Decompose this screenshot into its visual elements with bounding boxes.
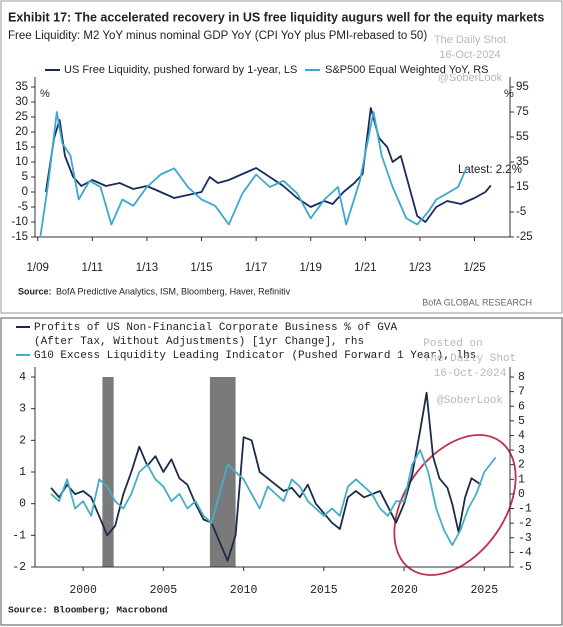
y2-tick-label: 2 bbox=[518, 459, 525, 472]
series-line bbox=[45, 107, 492, 223]
y-tick-label: -15 bbox=[11, 231, 28, 243]
y-tick-label: 3 bbox=[19, 403, 26, 416]
chart-subtitle: Free Liquidity: M2 YoY minus nominal GDP… bbox=[8, 30, 427, 42]
watermark: @SoberLook bbox=[438, 72, 503, 84]
watermark: The Daily Shot bbox=[424, 353, 516, 365]
y2-tick-label: 75 bbox=[516, 106, 529, 118]
x-tick-label: 2000 bbox=[69, 584, 97, 597]
y2-tick-label: -5 bbox=[518, 561, 532, 574]
legend-label: S&P500 Equal Weighted YoY, RS bbox=[325, 64, 489, 76]
y-tick-label: -10 bbox=[11, 216, 28, 228]
source-label: Source: bbox=[18, 286, 52, 296]
legend-label: US Free Liquidity, pushed forward by 1-y… bbox=[64, 64, 297, 76]
x-tick-label: 1/17 bbox=[245, 262, 267, 274]
y-axis-unit: % bbox=[40, 88, 50, 100]
x-tick-label: 1/09 bbox=[27, 262, 49, 274]
y2-tick-label: 7 bbox=[518, 386, 525, 399]
x-tick-label: 2015 bbox=[310, 584, 338, 597]
legend-label: (After Tax, Without Adjustments) [1yr Ch… bbox=[34, 336, 364, 348]
shaded-period bbox=[209, 377, 236, 567]
y2-tick-label: -25 bbox=[516, 231, 533, 243]
source: BofA Predictive Analytics, ISM, Bloomber… bbox=[56, 286, 291, 296]
y-tick-label: 25 bbox=[15, 111, 28, 123]
y2-tick-label: 1 bbox=[518, 473, 525, 486]
watermark: 16-Oct-2024 bbox=[439, 49, 500, 61]
legend-label: Profits of US Non-Financial Corporate Bu… bbox=[34, 322, 397, 334]
series-line bbox=[50, 449, 497, 546]
x-tick-label: 1/13 bbox=[136, 262, 158, 274]
highlight-ellipse bbox=[393, 434, 517, 576]
y2-tick-label: 6 bbox=[518, 400, 525, 413]
y-tick-label: 10 bbox=[15, 156, 28, 168]
x-tick-label: 1/15 bbox=[190, 262, 212, 274]
y-tick-label: 2 bbox=[19, 434, 26, 447]
y-tick-label: 4 bbox=[19, 371, 26, 384]
watermark: @SoberLook bbox=[437, 395, 503, 407]
y-tick-label: -5 bbox=[18, 201, 28, 213]
x-tick-label: 2010 bbox=[230, 584, 258, 597]
source: Source: Bloomberg; Macrobond bbox=[8, 605, 168, 616]
x-tick-label: 1/25 bbox=[463, 262, 485, 274]
y2-tick-label: 55 bbox=[516, 131, 529, 143]
y-tick-label: 30 bbox=[15, 96, 28, 108]
x-tick-label: 2020 bbox=[390, 584, 418, 597]
y-tick-label: 0 bbox=[22, 186, 28, 198]
x-tick-label: 1/23 bbox=[409, 262, 431, 274]
x-tick-label: 1/21 bbox=[354, 262, 376, 274]
y2-tick-label: -4 bbox=[518, 546, 532, 559]
credit: BofA GLOBAL RESEARCH bbox=[422, 297, 532, 307]
shaded-period bbox=[102, 377, 114, 567]
panel-border bbox=[0, 317, 563, 626]
y2-tick-label: 15 bbox=[516, 181, 529, 193]
y2-tick-label: -2 bbox=[518, 517, 532, 530]
y2-tick-label: 0 bbox=[518, 488, 525, 501]
y2-tick-label: -5 bbox=[516, 206, 526, 218]
y-tick-label: -1 bbox=[12, 529, 26, 542]
y2-axis-unit: % bbox=[504, 88, 514, 100]
legend-label: G10 Excess Liquidity Leading Indicator (… bbox=[34, 350, 476, 362]
y2-tick-label: 35 bbox=[516, 156, 529, 168]
y2-tick-label: -3 bbox=[518, 532, 532, 545]
series-line bbox=[39, 111, 468, 236]
x-tick-label: 2025 bbox=[471, 584, 499, 597]
watermark: 16-Oct-2024 bbox=[434, 368, 507, 380]
chart-title: Exhibit 17: The accelerated recovery in … bbox=[8, 10, 544, 24]
x-tick-label: 1/11 bbox=[82, 262, 104, 274]
y2-tick-label: 4 bbox=[518, 429, 525, 442]
chart: Profits of US Non-Financial Corporate Bu… bbox=[8, 322, 532, 616]
y2-tick-label: 95 bbox=[516, 81, 529, 93]
y-tick-label: 1 bbox=[19, 466, 26, 479]
y2-tick-label: 3 bbox=[518, 444, 525, 457]
y-tick-label: -2 bbox=[12, 561, 26, 574]
watermark: Posted on bbox=[423, 338, 482, 350]
y-tick-label: 35 bbox=[15, 81, 28, 93]
y-tick-label: 15 bbox=[15, 141, 28, 153]
y2-tick-label: 8 bbox=[518, 371, 525, 384]
watermark: The Daily Shot bbox=[434, 34, 506, 46]
chart: Exhibit 17: The accelerated recovery in … bbox=[8, 10, 544, 307]
y2-tick-label: -1 bbox=[518, 503, 532, 516]
x-tick-label: 1/19 bbox=[300, 262, 322, 274]
y-tick-label: 0 bbox=[19, 498, 26, 511]
x-tick-label: 2005 bbox=[150, 584, 178, 597]
series-line bbox=[50, 391, 482, 562]
panel-border bbox=[0, 0, 563, 314]
y-tick-label: 20 bbox=[15, 126, 28, 138]
annotation: Latest: 2.2% bbox=[458, 164, 522, 176]
y2-tick-label: 5 bbox=[518, 415, 525, 428]
y-tick-label: 5 bbox=[22, 171, 28, 183]
